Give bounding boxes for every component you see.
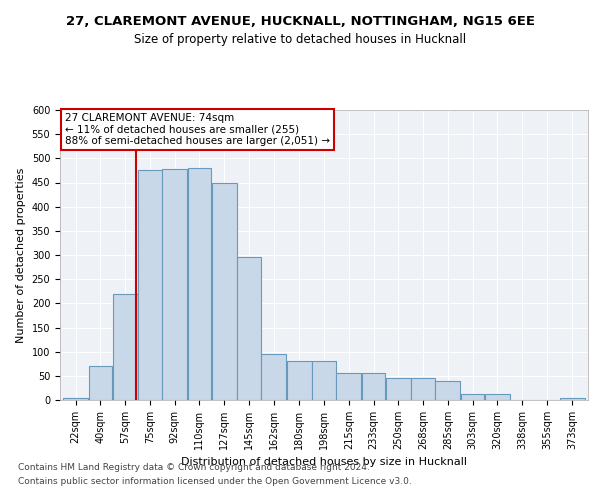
Bar [337, 374, 361, 400]
Bar [89, 366, 112, 400]
Bar [212, 182, 236, 400]
Bar [386, 378, 411, 400]
Bar [113, 294, 137, 400]
Bar [362, 374, 385, 400]
Y-axis label: Number of detached properties: Number of detached properties [16, 168, 26, 342]
Text: 27, CLAREMONT AVENUE, HUCKNALL, NOTTINGHAM, NG15 6EE: 27, CLAREMONT AVENUE, HUCKNALL, NOTTINGH… [65, 15, 535, 28]
X-axis label: Distribution of detached houses by size in Hucknall: Distribution of detached houses by size … [181, 458, 467, 468]
Bar [138, 170, 161, 400]
Bar [237, 258, 260, 400]
Bar [63, 398, 88, 400]
Text: Contains HM Land Registry data © Crown copyright and database right 2024.: Contains HM Land Registry data © Crown c… [18, 464, 370, 472]
Text: Size of property relative to detached houses in Hucknall: Size of property relative to detached ho… [134, 32, 466, 46]
Bar [188, 168, 211, 400]
Bar [485, 394, 510, 400]
Bar [262, 354, 286, 400]
Text: Contains public sector information licensed under the Open Government Licence v3: Contains public sector information licen… [18, 477, 412, 486]
Bar [436, 380, 460, 400]
Bar [412, 378, 435, 400]
Bar [461, 394, 484, 400]
Bar [560, 398, 585, 400]
Bar [313, 362, 335, 400]
Bar [162, 169, 187, 400]
Bar [287, 362, 311, 400]
Text: 27 CLAREMONT AVENUE: 74sqm
← 11% of detached houses are smaller (255)
88% of sem: 27 CLAREMONT AVENUE: 74sqm ← 11% of deta… [65, 113, 330, 146]
